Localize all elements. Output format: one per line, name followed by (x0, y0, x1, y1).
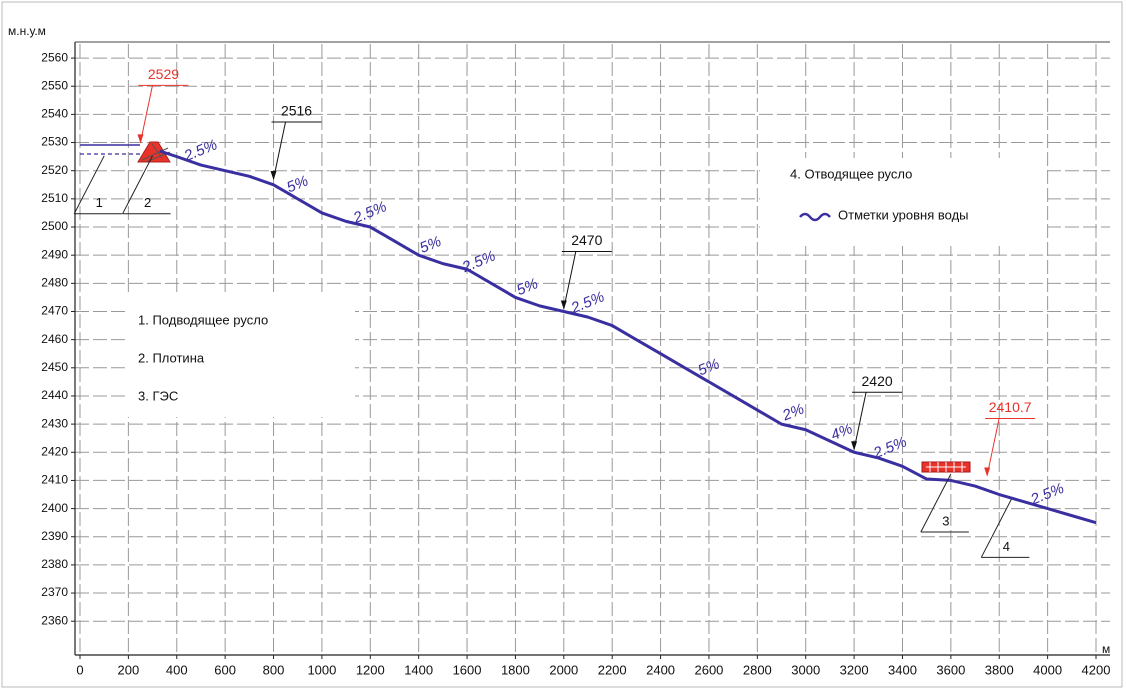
x-tick-label: 1800 (501, 662, 530, 677)
x-tick-label: 2800 (743, 662, 772, 677)
x-tick-label: 600 (214, 662, 236, 677)
y-tick-label: 2550 (41, 78, 68, 92)
x-tick-label: 3000 (791, 662, 820, 677)
x-tick-label: 800 (263, 662, 285, 677)
chart: 0 200 400 600 800 1000 1200 1400 1600 1800 2000 220… (0, 0, 1126, 690)
x-unit: м (1102, 642, 1110, 656)
structure-number: 1 (96, 195, 103, 210)
x-tick-label: 400 (166, 662, 188, 677)
y-tick-label: 2410 (41, 473, 68, 487)
slope-label: 2.5% (181, 136, 220, 165)
callout-arrow (137, 134, 143, 143)
x-tick-label: 1400 (404, 662, 433, 677)
callout-arrow (561, 300, 567, 309)
y-tick-label: 2440 (41, 388, 68, 402)
slope-label: 2% (779, 400, 806, 424)
elevation-label: 2470 (571, 232, 602, 248)
y-tick-label: 2530 (41, 135, 68, 149)
y-tick-label: 2420 (41, 444, 68, 458)
x-tick-label: 3200 (840, 662, 869, 677)
x-tick-label: 2000 (549, 662, 578, 677)
callout-leader (140, 85, 152, 142)
elevation-label: 2420 (862, 373, 893, 389)
x-tick-label: 2400 (646, 662, 675, 677)
x-tick-label: 200 (118, 662, 140, 677)
y-tick-label: 2450 (41, 360, 68, 374)
legend-item: 4. Отводящее русло (790, 166, 912, 181)
elevation-label: 2516 (281, 103, 312, 119)
slope-label: 2.5% (568, 288, 607, 317)
y-tick-label: 2390 (41, 529, 68, 543)
y-tick-label: 2560 (41, 50, 68, 64)
slope-label: 2.5% (350, 198, 389, 227)
x-tick-label: 3600 (936, 662, 965, 677)
legend-item: 3. ГЭС (138, 388, 178, 403)
x-tick-label: 2600 (694, 662, 723, 677)
y-tick-label: 2380 (41, 557, 68, 571)
y-tick-label: 2460 (41, 332, 68, 346)
x-tick-label: 1600 (453, 662, 482, 677)
callout-leader (854, 392, 866, 449)
y-tick-label: 2470 (41, 304, 68, 318)
x-tick-label: 3400 (888, 662, 917, 677)
x-tick-label: 3800 (985, 662, 1014, 677)
structure-number: 4 (1003, 539, 1010, 554)
structure-number: 2 (144, 195, 151, 210)
slope-label: 5% (514, 275, 540, 299)
slope-label: 2.5% (1027, 480, 1066, 509)
elevation-label: 2529 (148, 66, 179, 82)
y-tick-label: 2510 (41, 191, 68, 205)
callout-leader (987, 418, 999, 475)
y-tick-label: 2400 (41, 501, 68, 515)
y-tick-label: 2430 (41, 416, 68, 430)
page: {"chart_data": { "type": "line", "y_unit… (0, 0, 1126, 690)
slope-label: 5% (696, 355, 722, 379)
x-tick-label: 0 (76, 662, 83, 677)
structure-number: 3 (942, 513, 949, 528)
y-tick-label: 2480 (41, 276, 68, 290)
x-tick-label: 2200 (598, 662, 627, 677)
legend-item: 1. Подводящее русло (138, 312, 268, 327)
y-unit: м.н.у.м (8, 24, 46, 38)
slope-label: 5% (284, 172, 310, 196)
callout-arrow (984, 467, 990, 476)
legend-item: 2. Плотина (138, 350, 205, 365)
y-tick-label: 2370 (41, 585, 68, 599)
callout-arrow (851, 441, 857, 450)
slope-label: 2.5% (870, 433, 909, 462)
x-tick-label: 4200 (1082, 662, 1111, 677)
x-tick-label: 1200 (356, 662, 385, 677)
slope-label: 2.5% (459, 248, 498, 277)
callout-arrow (271, 171, 277, 180)
y-tick-label: 2520 (41, 163, 68, 177)
y-tick-label: 2360 (41, 613, 68, 627)
slope-label: 5% (417, 233, 443, 257)
elevation-label: 2410.7 (989, 399, 1032, 415)
x-tick-label: 1000 (307, 662, 336, 677)
y-tick-label: 2500 (41, 219, 68, 233)
y-tick-label: 2490 (41, 247, 68, 261)
legend-label: Отметки уровня воды (838, 207, 969, 222)
y-tick-label: 2540 (41, 107, 68, 121)
x-tick-label: 4000 (1033, 662, 1062, 677)
